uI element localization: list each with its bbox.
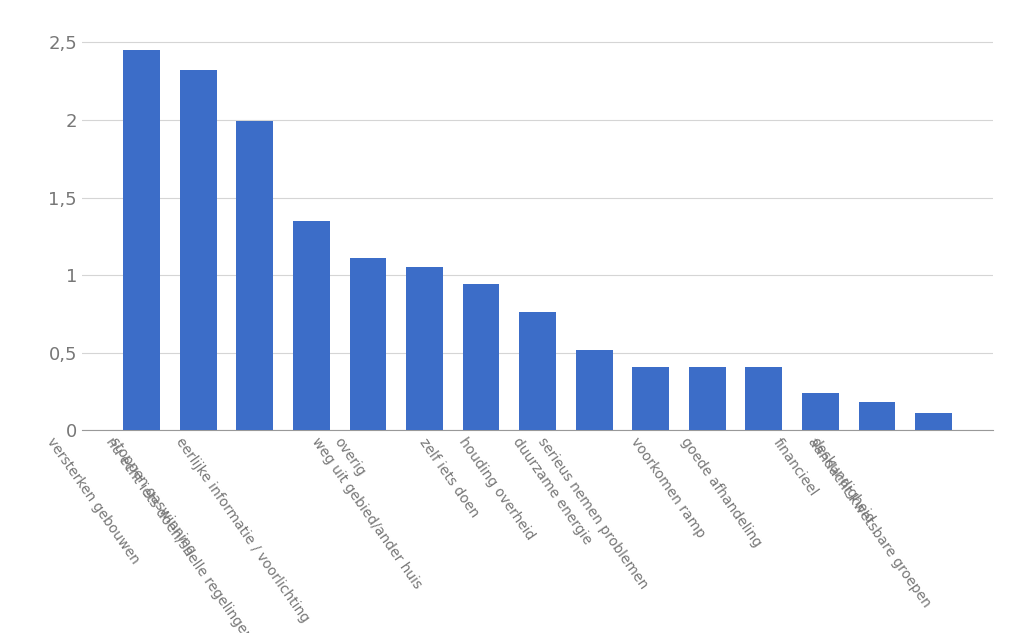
Bar [349, 258, 386, 430]
Bar [689, 367, 726, 430]
Bar [463, 284, 500, 430]
Bar [745, 367, 782, 430]
Bar [633, 367, 669, 430]
Bar [519, 313, 556, 430]
Bar [915, 413, 952, 430]
Bar [802, 393, 839, 430]
Bar [123, 50, 160, 430]
Bar [237, 122, 273, 430]
Bar [407, 267, 442, 430]
Bar [575, 349, 612, 430]
Bar [858, 403, 895, 430]
Bar [180, 70, 217, 430]
Bar [293, 221, 330, 430]
